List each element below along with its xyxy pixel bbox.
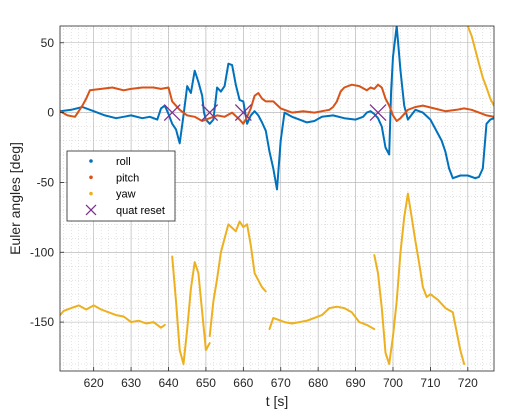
- roll-series-line: [60, 26, 494, 191]
- yaw-series-line: [466, 26, 494, 107]
- legend: roll pitch yaw quat reset: [66, 150, 176, 222]
- x-tick-label: 670: [271, 376, 291, 390]
- x-tick-label: 620: [84, 376, 104, 390]
- y-tick-label: -100: [30, 245, 54, 259]
- quat-reset-marker: [369, 104, 387, 122]
- yaw-series-line: [171, 255, 211, 365]
- legend-quat-reset-label: quat reset: [116, 205, 165, 217]
- quat-reset-markers: [163, 104, 387, 122]
- x-tick-label: 700: [383, 376, 403, 390]
- x-tick-label: 680: [308, 376, 328, 390]
- quat-reset-marker: [201, 104, 219, 122]
- yaw-series-line: [208, 220, 267, 338]
- legend-roll-marker: [89, 159, 93, 163]
- y-axis-ticks: 50 0 -50 -100 -150: [30, 36, 64, 329]
- x-tick-label: 650: [196, 376, 216, 390]
- pitch-series-line: [60, 83, 494, 125]
- quat-reset-marker: [163, 104, 181, 122]
- y-tick-label: 0: [47, 106, 54, 120]
- legend-yaw-label: yaw: [116, 189, 136, 201]
- x-tick-label: 710: [420, 376, 440, 390]
- legend-yaw-marker: [89, 191, 93, 196]
- x-axis-ticks: 620 630 640 650 660 670 680 690 700 710 720: [84, 367, 478, 390]
- x-tick-label: 660: [233, 376, 253, 390]
- x-tick-label: 640: [158, 376, 178, 390]
- yaw-series-line: [60, 304, 166, 329]
- x-tick-label: 720: [458, 376, 478, 390]
- yaw-series-line: [268, 305, 376, 331]
- y-axis-label: Euler angles [deg]: [7, 142, 23, 255]
- x-axis-label: t [s]: [266, 393, 289, 409]
- y-tick-label: -150: [30, 315, 54, 329]
- x-tick-label: 690: [346, 376, 366, 390]
- axes-frame: [59, 25, 495, 372]
- legend-pitch-marker: [89, 175, 93, 180]
- legend-roll-label: roll: [116, 156, 131, 168]
- y-tick-label: -50: [37, 175, 55, 189]
- quat-reset-marker: [234, 104, 252, 122]
- legend-box: [66, 150, 176, 222]
- x-tick-label: 630: [121, 376, 141, 390]
- yaw-series-line: [373, 192, 466, 365]
- y-tick-label: 50: [41, 36, 55, 50]
- legend-quat-reset-marker: [85, 204, 97, 216]
- legend-pitch-label: pitch: [116, 172, 139, 184]
- series-layer: [60, 26, 494, 365]
